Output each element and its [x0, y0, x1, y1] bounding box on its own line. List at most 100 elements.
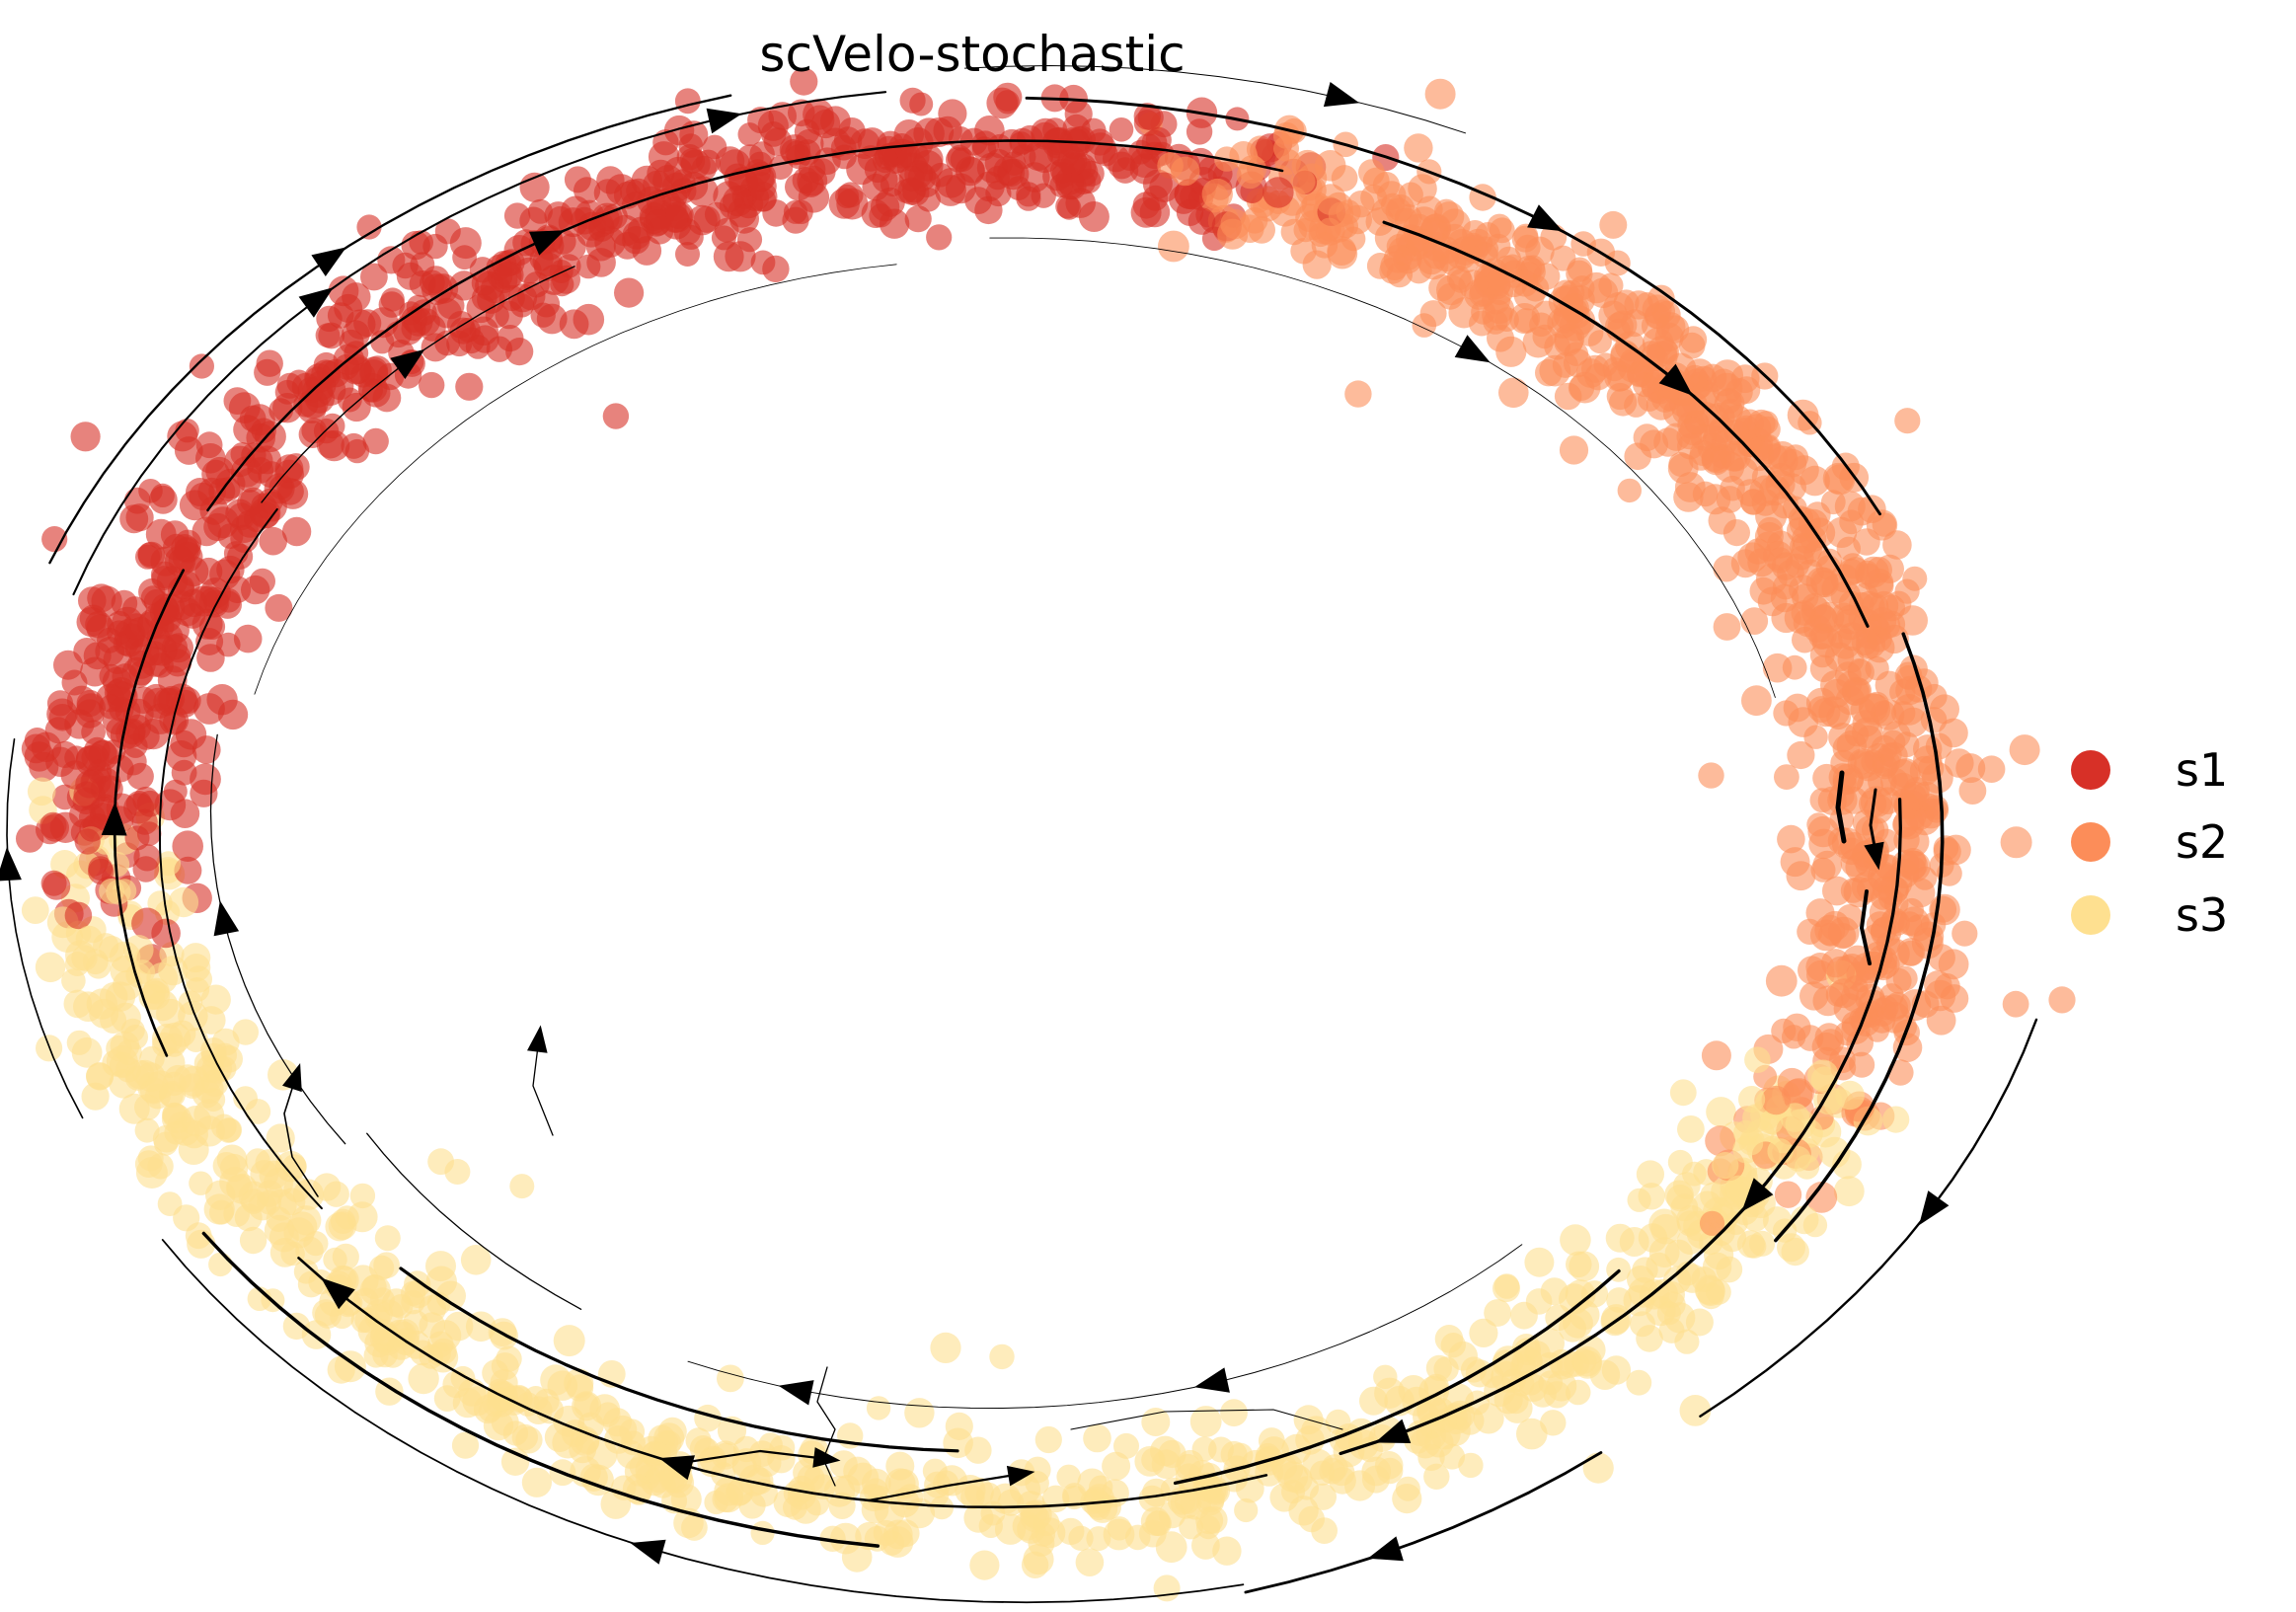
cell-point [156, 851, 182, 877]
cell-point [1807, 1059, 1839, 1092]
cell-point [866, 1396, 891, 1420]
cell-point [1722, 519, 1750, 547]
cell-point [989, 1343, 1015, 1370]
streamline-squiggle [1070, 1409, 1343, 1430]
cell-point [1327, 236, 1357, 266]
cell-point [1647, 284, 1675, 313]
cell-point [768, 155, 794, 181]
streamline-arrowhead [812, 1447, 841, 1468]
cell-point [1554, 382, 1582, 411]
cell-point [35, 952, 66, 983]
cell-point [1358, 159, 1385, 187]
cell-point [328, 275, 359, 307]
cell-point [1189, 1406, 1222, 1437]
cell-point [131, 907, 164, 940]
cell-point [1797, 1025, 1824, 1051]
cell-point [1458, 269, 1489, 300]
cell-point [600, 1489, 632, 1519]
cell-point [490, 1368, 518, 1398]
cell-point [249, 568, 275, 595]
cell-point [106, 754, 134, 783]
cell-point [61, 669, 88, 696]
cell-point [1676, 1228, 1704, 1255]
cell-point [1855, 560, 1879, 585]
cell-point [762, 255, 790, 283]
cell-point [1797, 918, 1823, 946]
cell-point [1543, 1381, 1571, 1409]
cell-point [1458, 1452, 1484, 1479]
cell-point [985, 180, 1012, 207]
cell-point [1709, 416, 1736, 443]
cell-point [1897, 911, 1923, 936]
cell-point [1034, 1517, 1066, 1549]
cell-point [1220, 1399, 1248, 1427]
cell-point [2048, 986, 2076, 1014]
cell-point [1654, 340, 1680, 364]
cell-point [1923, 795, 1949, 820]
cell-point [1130, 196, 1162, 228]
streamline-arc [1699, 1018, 2038, 1418]
cell-point [924, 117, 955, 147]
streamline-arc [399, 1267, 959, 1453]
cell-point [217, 523, 244, 549]
cell-point [636, 1464, 661, 1491]
cell-point [434, 330, 460, 356]
streamline-arrowhead [527, 1025, 548, 1053]
cell-point [465, 1311, 497, 1343]
cell-point [521, 1467, 553, 1497]
cell-point [505, 338, 534, 366]
cell-point [449, 227, 482, 260]
cell-point [21, 733, 51, 764]
cell-point [1559, 435, 1589, 465]
cell-point [1560, 1224, 1591, 1256]
cell-point [873, 1519, 899, 1546]
cell-point [1109, 117, 1134, 142]
cell-point [1699, 1210, 1725, 1236]
streamline-arc [254, 264, 897, 695]
cell-point [1780, 847, 1810, 878]
cell-point [1977, 755, 2006, 783]
cell-point [747, 172, 777, 201]
cell-point [118, 1093, 150, 1124]
cell-point [1705, 1125, 1736, 1157]
cell-point [27, 777, 56, 806]
cell-point [1484, 1299, 1511, 1327]
cell-point [1816, 1029, 1845, 1056]
cell-point [553, 1325, 585, 1357]
cell-point [1195, 1488, 1225, 1516]
cell-point [663, 156, 693, 187]
cell-point [1865, 655, 1889, 681]
cell-point [1294, 1476, 1320, 1500]
streamline-arc [158, 507, 323, 1210]
cell-point [1057, 1517, 1085, 1546]
cell-point [1804, 517, 1836, 548]
cell-point [768, 102, 797, 130]
cell-point [111, 589, 138, 617]
cell-point [1685, 1308, 1714, 1337]
cell-point [964, 1436, 992, 1464]
cell-point [838, 117, 866, 145]
cell-point [172, 830, 203, 862]
cell-point [281, 516, 312, 547]
cell-point [1809, 654, 1838, 683]
cell-point [174, 856, 202, 884]
cell-point [1029, 141, 1060, 174]
cell-point [1295, 1425, 1325, 1455]
cell-point [1774, 1181, 1802, 1208]
cell-point [1700, 484, 1731, 515]
cell-point [861, 199, 890, 228]
cell-point [1133, 103, 1162, 130]
cell-point [1667, 453, 1699, 484]
cell-point [1761, 1085, 1792, 1115]
cell-point [1031, 121, 1059, 150]
cell-point [86, 988, 118, 1020]
cell-point [1336, 199, 1361, 225]
cell-point [16, 824, 44, 853]
cell-point [657, 1417, 687, 1446]
cell-point [1627, 360, 1653, 387]
cell-point [702, 134, 727, 160]
cell-point [40, 813, 69, 842]
cell-point [485, 303, 509, 328]
cell-point [304, 383, 335, 414]
